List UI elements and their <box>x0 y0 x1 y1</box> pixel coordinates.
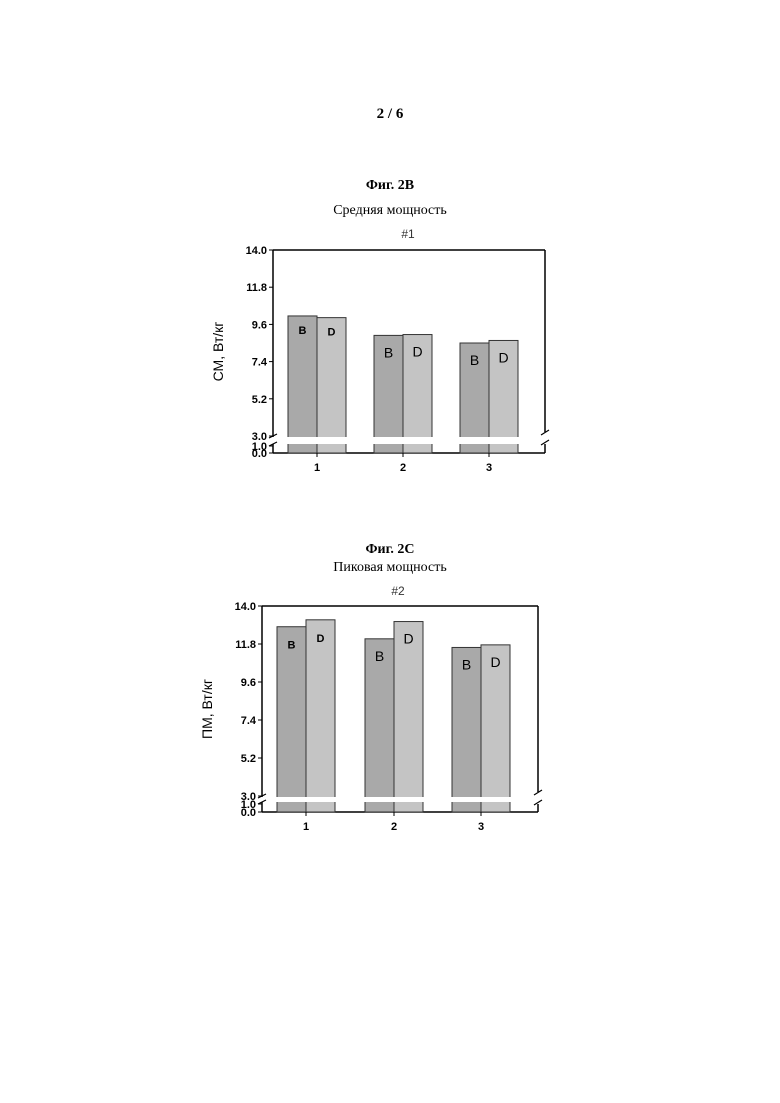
y-tick-label: 3.0 <box>252 431 267 443</box>
bar-label: D <box>412 344 422 360</box>
x-tick-label: 3 <box>486 462 492 474</box>
bar-label: D <box>498 349 508 365</box>
bar-3-D <box>481 645 510 812</box>
y-tick-label: 9.6 <box>252 319 267 331</box>
x-tick-label: 1 <box>303 821 309 833</box>
y-tick-label: 7.4 <box>252 357 268 369</box>
y-tick-label: 5.2 <box>252 394 267 406</box>
y-tick-label: 9.6 <box>241 677 256 689</box>
y-tick-label: 7.4 <box>241 715 257 727</box>
bar-label: B <box>462 656 471 672</box>
bar-label: B <box>288 640 296 652</box>
y-axis-label: ПМ, Вт/кг <box>199 679 215 739</box>
figure-title: Фиг. 2C <box>0 542 780 558</box>
y-tick-label: 14.0 <box>235 601 256 613</box>
axis-break-band <box>264 797 536 802</box>
bar-label: D <box>490 654 500 670</box>
y-tick-label: 11.8 <box>246 282 267 294</box>
chart-peak-power: ПМ, Вт/кгBD1BD2BD30.01.03.05.27.49.611.8… <box>195 595 565 840</box>
bar-label: D <box>328 327 336 339</box>
bar-label: D <box>403 631 413 647</box>
x-tick-label: 3 <box>478 821 484 833</box>
bar-1-D <box>306 620 335 812</box>
bar-2-D <box>394 622 423 812</box>
y-tick-label: 14.0 <box>246 245 267 257</box>
y-tick-label: 3.0 <box>241 791 256 803</box>
x-tick-label: 2 <box>400 462 406 474</box>
bar-1-B <box>277 627 306 812</box>
figure-title: Фиг. 2B <box>0 178 780 194</box>
axis-break-band <box>275 437 543 444</box>
y-axis-label: СМ, Вт/кг <box>210 322 226 382</box>
bar-label: B <box>384 344 393 360</box>
bar-label: D <box>317 633 325 645</box>
bar-label: B <box>375 648 384 664</box>
bar-label: B <box>470 352 479 368</box>
figure-subtitle: Пиковая мощность <box>0 560 780 576</box>
bar-label: B <box>299 325 307 337</box>
x-tick-label: 1 <box>314 462 320 474</box>
x-tick-label: 2 <box>391 821 397 833</box>
page-number: 2 / 6 <box>0 106 780 123</box>
bar-2-B <box>365 639 394 812</box>
y-tick-label: 11.8 <box>235 639 256 651</box>
y-tick-label: 5.2 <box>241 753 256 765</box>
chart-average-power: СМ, Вт/кгBD1BD2BD30.01.03.05.27.49.611.8… <box>195 238 565 478</box>
figure-subtitle: Средняя мощность <box>0 203 780 219</box>
